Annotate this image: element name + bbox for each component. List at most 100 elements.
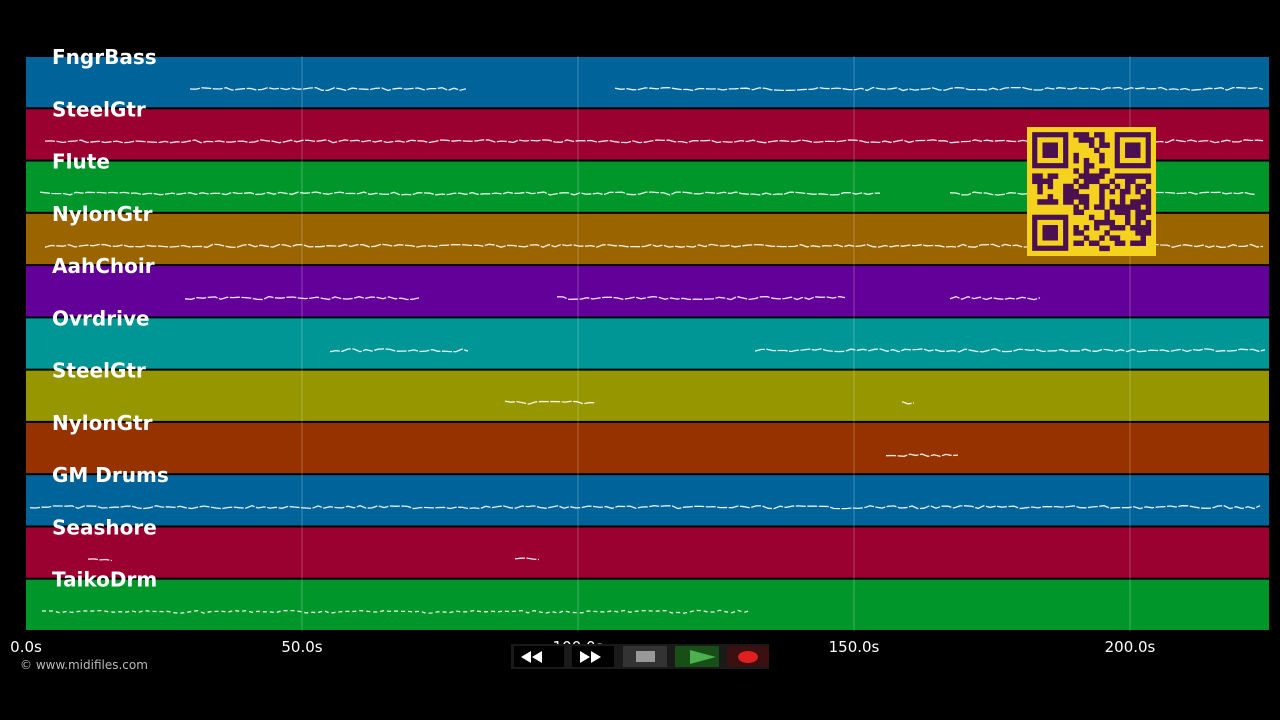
- qr-module: [1068, 188, 1074, 195]
- qr-module: [1088, 173, 1095, 179]
- qr-module: [1073, 152, 1079, 159]
- qr-module: [1109, 235, 1116, 241]
- qr-module: [1052, 199, 1059, 205]
- qr-module: [1125, 178, 1131, 185]
- qr-module: [1073, 194, 1079, 200]
- qr-module: [1145, 219, 1152, 226]
- qr-module: [1130, 204, 1136, 210]
- forward-button[interactable]: [572, 646, 614, 667]
- qr-module: [1078, 183, 1085, 190]
- qr-module: [1083, 173, 1090, 179]
- stop-button[interactable]: [623, 646, 667, 667]
- track-name: FngrBass: [52, 45, 157, 69]
- qr-module: [1125, 214, 1131, 221]
- qr-module: [1094, 147, 1100, 154]
- qr-module: [1125, 173, 1131, 179]
- qr-module: [1104, 142, 1110, 148]
- qr-module: [1145, 188, 1152, 195]
- track-name: SteelGtr: [52, 359, 146, 383]
- qr-module: [1114, 225, 1121, 231]
- qr-module: [1125, 183, 1131, 190]
- qr-module: [1088, 214, 1095, 221]
- qr-module: [1135, 183, 1141, 190]
- qr-module: [1140, 209, 1146, 216]
- qr-module: [1073, 204, 1079, 210]
- qr-module: [1130, 173, 1136, 179]
- qr-module: [1037, 173, 1043, 179]
- qr-module: [1078, 199, 1085, 205]
- note-streak: [87, 558, 113, 562]
- time-label: 0.0s: [10, 638, 42, 656]
- track-lane: [26, 318, 1269, 369]
- qr-module: [1099, 132, 1105, 138]
- qr-module: [1078, 230, 1085, 236]
- qr-module: [1073, 240, 1079, 246]
- qr-module: [1119, 194, 1126, 200]
- qr-module: [1032, 178, 1038, 185]
- qr-module: [1078, 132, 1085, 138]
- record-button[interactable]: [727, 646, 769, 667]
- qr-module: [1140, 235, 1146, 241]
- rewind-button[interactable]: [514, 646, 564, 667]
- qr-finder-core: [1042, 142, 1058, 158]
- qr-module: [1114, 240, 1121, 246]
- qr-module: [1109, 219, 1116, 226]
- qr-module: [1135, 219, 1141, 226]
- qr-module: [1135, 240, 1141, 246]
- track-lane: [26, 57, 1269, 108]
- qr-module: [1037, 199, 1043, 205]
- track-name: NylonGtr: [52, 202, 153, 226]
- qr-module: [1063, 188, 1069, 195]
- note-streak: [39, 191, 881, 196]
- qr-module: [1140, 230, 1146, 236]
- qr-module: [1083, 183, 1090, 190]
- qr-module: [1099, 183, 1105, 190]
- track-name: Flute: [52, 150, 110, 174]
- qr-module: [1119, 204, 1126, 210]
- track-name: Seashore: [52, 515, 157, 539]
- play-button[interactable]: [675, 646, 719, 667]
- track-lane: [26, 266, 1269, 317]
- note-streak: [184, 295, 420, 301]
- qr-module: [1099, 219, 1105, 226]
- qr-module: [1104, 214, 1110, 221]
- qr-module: [1114, 209, 1121, 216]
- qr-module: [1083, 168, 1090, 174]
- qr-module: [1099, 168, 1105, 174]
- qr-module: [1104, 219, 1110, 226]
- qr-module: [1099, 235, 1105, 241]
- track-name: GM Drums: [52, 463, 169, 487]
- qr-module: [1037, 178, 1043, 185]
- track-lane: [26, 527, 1269, 578]
- qr-module: [1083, 235, 1090, 241]
- qr-module: [1073, 225, 1079, 231]
- qr-module: [1135, 204, 1141, 210]
- note-streak: [42, 609, 751, 614]
- note-streak: [885, 453, 959, 458]
- time-label: 50.0s: [281, 638, 322, 656]
- qr-module: [1135, 199, 1141, 205]
- rewind-icon: [521, 651, 542, 663]
- track-lane: [26, 370, 1269, 421]
- qr-module: [1140, 199, 1146, 205]
- time-label: 150.0s: [829, 638, 880, 656]
- qr-module: [1073, 230, 1079, 236]
- grid: [301, 56, 1131, 631]
- qr-module: [1063, 194, 1069, 200]
- qr-module: [1088, 240, 1095, 246]
- qr-module: [1104, 230, 1110, 236]
- forward-icon: [580, 651, 601, 663]
- qr-module: [1099, 194, 1105, 200]
- qr-module: [1140, 214, 1146, 221]
- qr-module: [1145, 178, 1152, 185]
- qr-module: [1094, 132, 1100, 138]
- qr-module: [1083, 225, 1090, 231]
- qr-module: [1083, 132, 1090, 138]
- qr-module: [1145, 230, 1152, 236]
- record-icon: [738, 651, 758, 663]
- qr-module: [1099, 173, 1105, 179]
- qr-module: [1083, 199, 1090, 205]
- qr-module: [1109, 178, 1116, 185]
- track-lane: [26, 475, 1269, 526]
